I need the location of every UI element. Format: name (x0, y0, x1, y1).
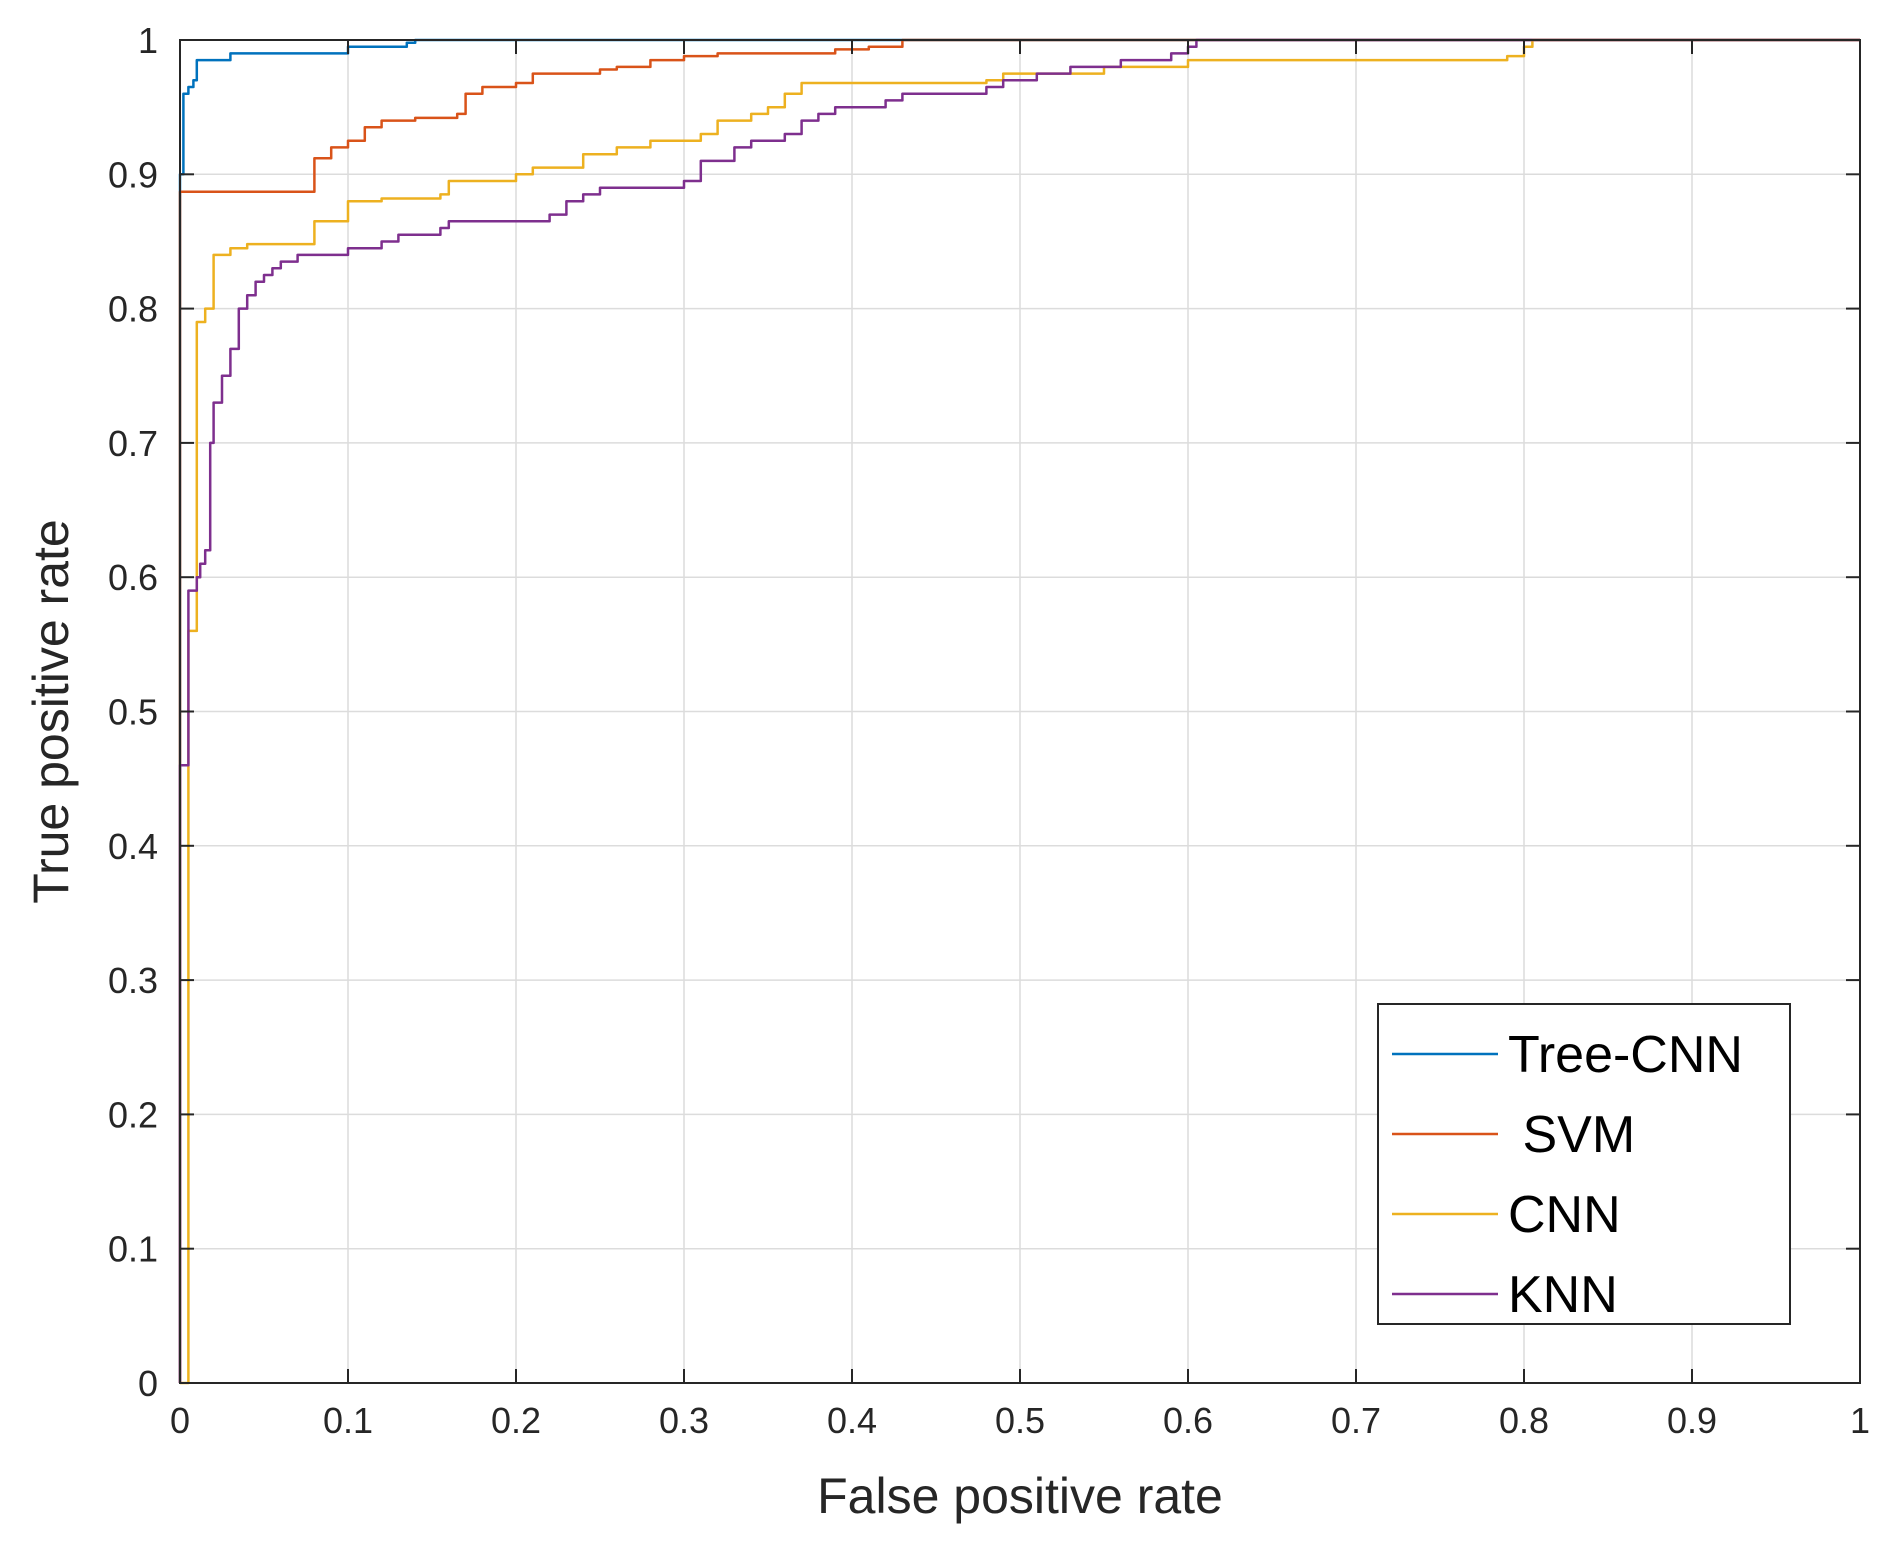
y-tick-labels: 0 0.1 0.2 0.3 0.4 0.5 0.6 0.7 0.8 0.9 1 (108, 20, 158, 1404)
x-tick-label: 0.9 (1667, 1400, 1717, 1441)
x-tick-label: 0.5 (995, 1400, 1045, 1441)
x-tick-label: 0.8 (1499, 1400, 1549, 1441)
series-line-tree-cnn (178, 38, 1860, 1383)
y-tick-label: 0 (138, 1363, 158, 1404)
x-tick-label: 0.3 (659, 1400, 709, 1441)
legend-label-knn: KNN (1508, 1266, 1618, 1324)
x-tick-label: 0.7 (1331, 1400, 1381, 1441)
x-tick-label: 0.2 (491, 1400, 541, 1441)
y-tick-label: 1 (138, 20, 158, 61)
legend-label-tree-cnn: Tree-CNN (1508, 1026, 1743, 1084)
axis-ticks (179, 39, 1861, 1384)
x-tick-label: 1 (1850, 1400, 1870, 1441)
x-tick-label: 0.1 (323, 1400, 373, 1441)
legend: Tree-CNN SVM CNN KNN (1377, 1003, 1791, 1325)
y-tick-label: 0.1 (108, 1229, 158, 1270)
y-tick-label: 0.4 (108, 826, 158, 867)
y-axis-label: True positive rate (23, 519, 79, 903)
y-tick-label: 0.9 (108, 154, 158, 195)
series-group (178, 38, 1860, 1385)
y-tick-label: 0.2 (108, 1094, 158, 1135)
legend-label-cnn: CNN (1508, 1186, 1621, 1244)
y-tick-label: 0.3 (108, 960, 158, 1001)
legend-box (1377, 1003, 1791, 1325)
y-tick-label: 0.5 (108, 692, 158, 733)
x-tick-label: 0 (170, 1400, 190, 1441)
legend-label-svm: SVM (1508, 1106, 1635, 1164)
y-tick-label: 0.6 (108, 557, 158, 598)
y-tick-label: 0.7 (108, 423, 158, 464)
series-line-knn (178, 38, 1860, 1383)
x-axis-label: False positive rate (817, 1468, 1223, 1524)
x-tick-labels: 0 0.1 0.2 0.3 0.4 0.5 0.6 0.7 0.8 0.9 1 (170, 1400, 1870, 1441)
x-tick-label: 0.6 (1163, 1400, 1213, 1441)
series-line-svm (178, 38, 1860, 1383)
x-tick-label: 0.4 (827, 1400, 877, 1441)
y-tick-label: 0.8 (108, 289, 158, 330)
